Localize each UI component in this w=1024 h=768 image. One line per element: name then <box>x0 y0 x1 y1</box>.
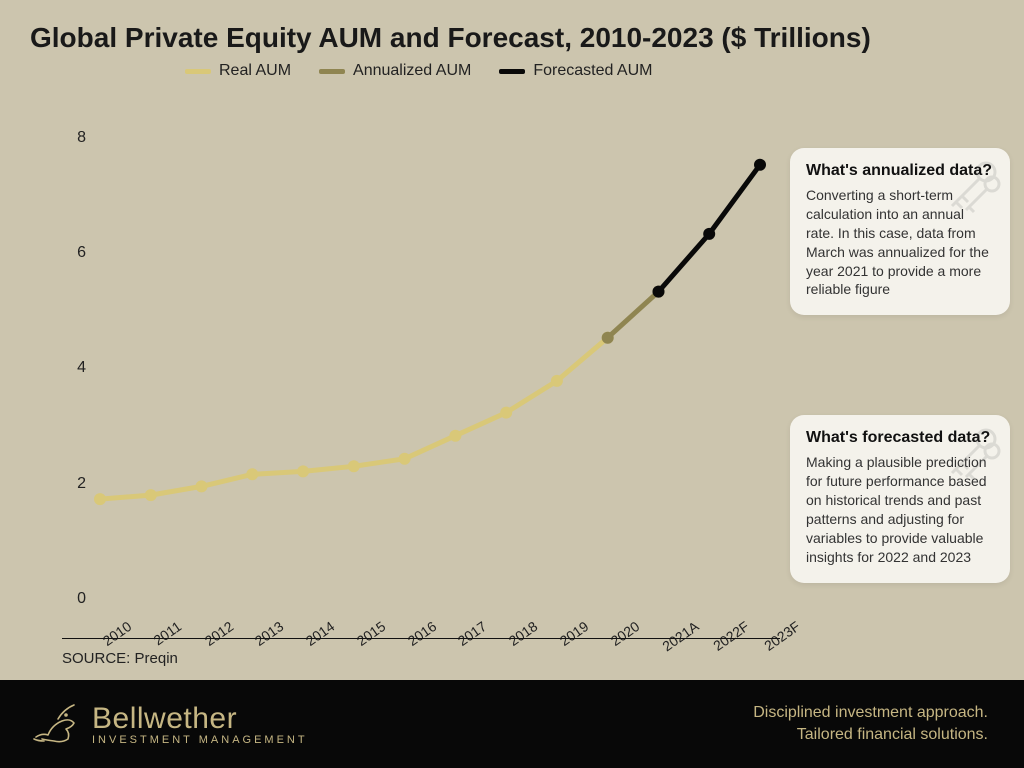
legend-label-annualized: Annualized AUM <box>353 62 471 80</box>
tagline-line1: Disciplined investment approach. <box>753 702 988 724</box>
y-tick-label: 2 <box>58 475 86 493</box>
tagline: Disciplined investment approach. Tailore… <box>753 702 988 747</box>
brand-sub: INVESTMENT MANAGEMENT <box>92 734 308 746</box>
x-tick-label: 2016 <box>404 618 439 649</box>
brand: Bellwether INVESTMENT MANAGEMENT <box>28 697 308 751</box>
x-tick-label: 2018 <box>506 618 541 649</box>
callout-forecasted: What's forecasted data? Making a plausib… <box>790 415 1010 582</box>
legend-label-forecasted: Forecasted AUM <box>533 62 652 80</box>
source-label: SOURCE: Preqin <box>62 650 178 667</box>
x-tick-label: 2019 <box>557 618 592 649</box>
x-tick-label: 2022F <box>710 618 752 654</box>
x-tick-label: 2017 <box>455 618 490 649</box>
legend-item-forecasted: Forecasted AUM <box>499 62 652 80</box>
callouts: What's annualized data? Converting a sho… <box>790 148 1010 583</box>
x-tick-label: 2020 <box>607 618 642 649</box>
y-tick-label: 4 <box>58 359 86 377</box>
legend-item-real: Real AUM <box>185 62 291 80</box>
chart-area <box>40 90 780 620</box>
x-tick-label: 2013 <box>252 618 287 649</box>
legend-swatch-annualized <box>319 69 345 74</box>
chart-title: Global Private Equity AUM and Forecast, … <box>30 22 871 54</box>
x-tick-label: 2021A <box>660 618 702 654</box>
y-tick-label: 6 <box>58 244 86 262</box>
x-tick-label: 2012 <box>201 618 236 649</box>
x-tick-label: 2015 <box>353 618 388 649</box>
brand-name: Bellwether <box>92 702 308 736</box>
y-tick-label: 0 <box>58 590 86 608</box>
legend-label-real: Real AUM <box>219 62 291 80</box>
x-tick-label: 2010 <box>100 618 135 649</box>
key-icon <box>942 156 1002 216</box>
legend-swatch-real <box>185 69 211 74</box>
legend: Real AUM Annualized AUM Forecasted AUM <box>185 62 652 80</box>
legend-item-annualized: Annualized AUM <box>319 62 471 80</box>
legend-swatch-forecasted <box>499 69 525 74</box>
bird-icon <box>28 697 82 751</box>
chart-svg <box>40 90 780 620</box>
x-tick-label: 2014 <box>303 618 338 649</box>
x-axis-line <box>62 638 780 639</box>
x-tick-label: 2011 <box>150 618 184 648</box>
x-tick-label: 2023F <box>761 618 803 654</box>
footer: Bellwether INVESTMENT MANAGEMENT Discipl… <box>0 680 1024 768</box>
key-icon <box>942 423 1002 483</box>
tagline-line2: Tailored financial solutions. <box>753 724 988 746</box>
callout-annualized: What's annualized data? Converting a sho… <box>790 148 1010 315</box>
y-tick-label: 8 <box>58 129 86 147</box>
